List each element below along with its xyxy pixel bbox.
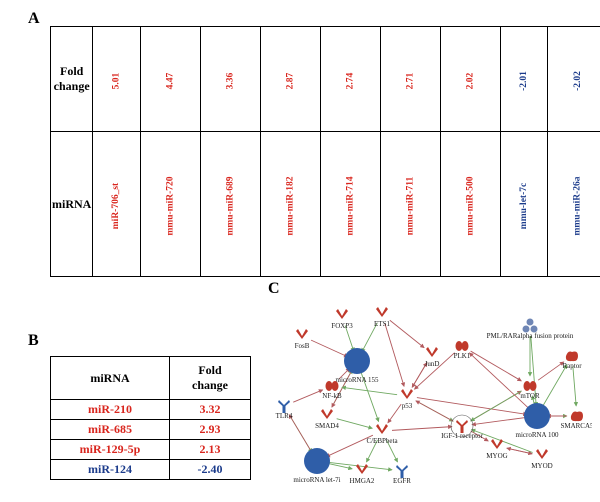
table-a-fc-cell: -2.01 xyxy=(500,27,547,132)
network-edge xyxy=(414,353,454,390)
network-edge xyxy=(471,391,522,421)
svg-text:MYOD: MYOD xyxy=(531,462,552,470)
table-b-mirna-cell: miR-124 xyxy=(51,460,170,480)
svg-text:Raptor: Raptor xyxy=(562,362,582,370)
svg-text:SMARCA5: SMARCA5 xyxy=(560,422,592,430)
network-node: PLK1 xyxy=(454,341,471,360)
network-node: SMAD4 xyxy=(315,409,339,430)
network-diagram: FOXP3 FosB ETS1 JunD PLK1 PML/RARalpha fusion… xyxy=(262,296,592,496)
svg-text:FosB: FosB xyxy=(295,342,310,350)
table-b-row: miR-6852.93 xyxy=(51,420,251,440)
network-edge xyxy=(471,351,522,381)
network-node: MYOD xyxy=(531,449,552,470)
mirna-foldchange-table-a: Fold change 5.014.473.362.872.742.712.02… xyxy=(50,26,600,277)
svg-text:microRNA 100: microRNA 100 xyxy=(516,431,559,439)
svg-text:p53: p53 xyxy=(402,402,413,410)
svg-text:microRNA 155: microRNA 155 xyxy=(336,376,379,384)
network-edge xyxy=(392,427,452,431)
table-a-fc-cell: 5.01 xyxy=(93,27,140,132)
panel-label-b: B xyxy=(28,332,39,350)
network-node: mTOR xyxy=(520,381,540,400)
network-edge xyxy=(416,401,453,421)
network-edge xyxy=(388,404,401,423)
table-b-row: miR-124-2.40 xyxy=(51,460,251,480)
network-node: JunD xyxy=(425,347,440,368)
svg-text:NF-kB: NF-kB xyxy=(322,392,342,400)
table-b-row: miR-2103.32 xyxy=(51,400,251,420)
table-a-fc-cell: 2.71 xyxy=(381,27,441,132)
table-a-mirna-cell: mmu-miR-714 xyxy=(321,132,381,277)
network-node: SMARCA5 xyxy=(560,412,592,431)
network-node: FOXP3 xyxy=(331,309,353,330)
network-node: Raptor xyxy=(562,352,582,371)
network-node: microRNA 100 xyxy=(516,403,559,439)
table-b-fc-cell: 2.13 xyxy=(170,440,251,460)
panel-label-a: A xyxy=(28,10,40,28)
svg-text:PLK1: PLK1 xyxy=(454,352,471,360)
network-edge xyxy=(342,387,397,394)
svg-text:C/EBPbeta: C/EBPbeta xyxy=(366,437,398,445)
svg-text:microRNA let-7i: microRNA let-7i xyxy=(293,476,340,484)
mirna-foldchange-table-b: miRNA Fold change miR-2103.32miR-6852.93… xyxy=(50,356,251,480)
svg-text:EGFR: EGFR xyxy=(393,477,411,485)
svg-text:ETS1: ETS1 xyxy=(374,320,390,328)
table-b-mirna-cell: miR-210 xyxy=(51,400,170,420)
network-node: TLR4 xyxy=(276,400,293,420)
table-a-mirna-cell: mmu-miR-711 xyxy=(381,132,441,277)
network-edge xyxy=(417,398,527,415)
svg-text:MYOG: MYOG xyxy=(486,452,507,460)
network-edge xyxy=(542,365,567,408)
table-b-fc-header: Fold change xyxy=(170,357,251,400)
table-b-row: miR-129-5p2.13 xyxy=(51,440,251,460)
svg-text:mTOR: mTOR xyxy=(520,392,540,400)
network-edge xyxy=(293,390,323,402)
table-b-fc-cell: 3.32 xyxy=(170,400,251,420)
table-a-fc-cell: 2.87 xyxy=(261,27,321,132)
table-a-mirna-cell: mmu-miR-26a xyxy=(548,132,600,277)
network-node: FosB xyxy=(295,329,310,350)
network-edge xyxy=(311,340,348,357)
network-node: IGF-1 receptor xyxy=(441,415,483,440)
table-a-mirna-cell: mmu-let-7c xyxy=(500,132,547,277)
table-a-fc-header: Fold change xyxy=(51,27,93,132)
network-edge xyxy=(472,417,527,424)
svg-text:IGF-1 receptor: IGF-1 receptor xyxy=(441,432,483,440)
svg-text:TLR4: TLR4 xyxy=(276,412,293,420)
network-node: PML/RARalpha fusion protein xyxy=(487,319,574,341)
network-edge xyxy=(390,320,424,348)
network-edge xyxy=(573,366,576,406)
table-b-mirna-cell: miR-685 xyxy=(51,420,170,440)
table-b-mirna-cell: miR-129-5p xyxy=(51,440,170,460)
network-node: microRNA 155 xyxy=(336,348,379,384)
network-edge xyxy=(385,324,404,387)
table-b-fc-cell: -2.40 xyxy=(170,460,251,480)
table-a-fc-cell: 2.02 xyxy=(440,27,500,132)
svg-text:FOXP3: FOXP3 xyxy=(331,322,353,330)
network-node: ETS1 xyxy=(374,307,390,328)
table-a-fc-cell: -2.02 xyxy=(548,27,600,132)
table-a-mirna-cell: mmu-miR-720 xyxy=(140,132,200,277)
svg-text:HMGA2: HMGA2 xyxy=(350,477,375,485)
table-a-mirna-cell: mmu-miR-500 xyxy=(440,132,500,277)
table-a-fc-cell: 4.47 xyxy=(140,27,200,132)
svg-text:PML/RARalpha fusion protein: PML/RARalpha fusion protein xyxy=(487,332,574,340)
table-a-fc-cell: 2.74 xyxy=(321,27,381,132)
network-node: C/EBPbeta xyxy=(366,424,398,445)
network-node: EGFR xyxy=(393,465,411,485)
table-a-mirna-header: miRNA xyxy=(51,132,93,277)
table-b-fc-cell: 2.93 xyxy=(170,420,251,440)
svg-text:SMAD4: SMAD4 xyxy=(315,422,339,430)
network-edge xyxy=(289,415,312,453)
table-a-mirna-cell: mmu-miR-689 xyxy=(200,132,260,277)
table-a-mirna-cell: miR-706_st xyxy=(93,132,140,277)
table-a-fc-cell: 3.36 xyxy=(200,27,260,132)
table-b-mirna-header: miRNA xyxy=(51,357,170,400)
network-node: p53 xyxy=(401,389,413,410)
network-edge xyxy=(337,419,373,429)
svg-text:JunD: JunD xyxy=(425,360,440,368)
table-a-mirna-cell: mmu-miR-182 xyxy=(261,132,321,277)
